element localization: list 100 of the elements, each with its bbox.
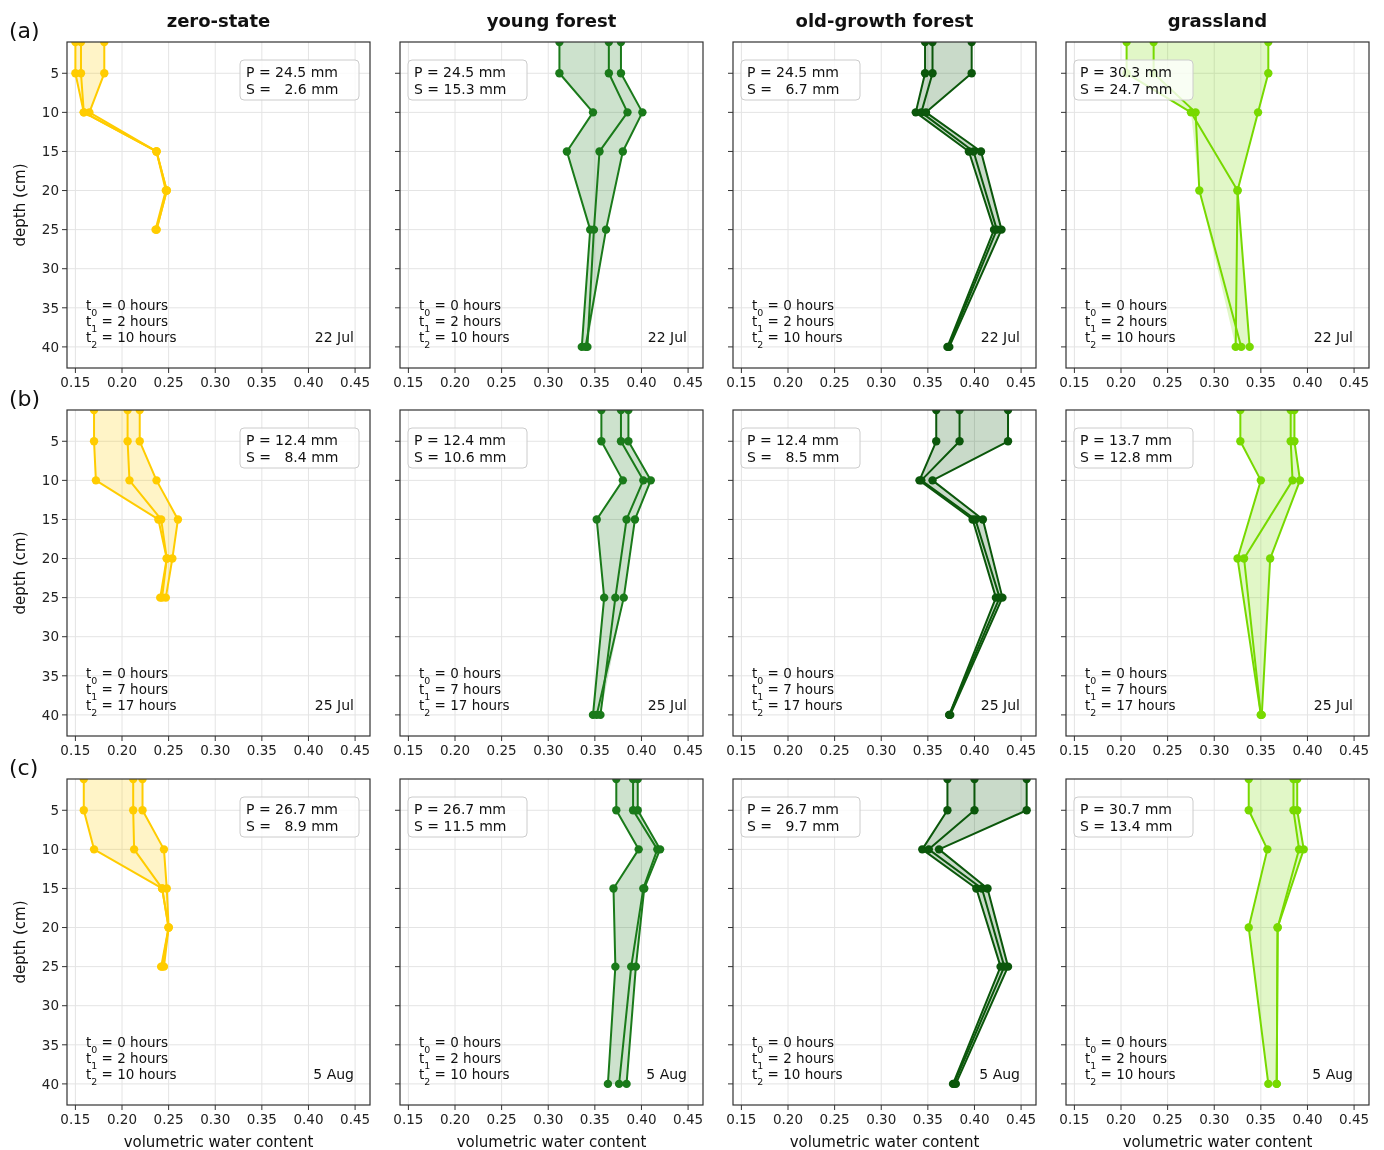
x-tick-label: 0.30 [533, 742, 564, 758]
x-tick-label: 0.20 [1105, 1111, 1137, 1127]
x-tick-label: 0.30 [200, 374, 231, 390]
annotation: 25 Jul [980, 697, 1020, 713]
x-tick-label: 0.40 [626, 374, 657, 390]
chart-title: zero-state [166, 10, 271, 31]
y-tick-label: 25 [41, 958, 59, 975]
x-tick-label: 0.40 [1292, 1111, 1323, 1127]
annotation: P = 12.4 mm [747, 432, 839, 448]
x-tick-label: 0.25 [1152, 374, 1183, 390]
x-tick-label: 0.35 [1245, 374, 1276, 390]
y-tick-label: 30 [41, 997, 59, 1014]
x-tick-label: 0.45 [1339, 742, 1370, 758]
y-axis-title: depth (cm) [11, 900, 29, 984]
annotation: P = 12.4 mm [414, 432, 506, 448]
annotation: S = 6.7 mm [747, 81, 840, 97]
annotation: S = 8.9 mm [246, 818, 339, 834]
annotation: P = 24.5 mm [414, 64, 506, 80]
x-tick-label: 0.45 [673, 1111, 704, 1127]
x-tick-label: 0.40 [959, 742, 990, 758]
annotation: S = 2.6 mm [246, 81, 339, 97]
x-tick-label: 0.20 [106, 374, 138, 390]
x-tick-label: 0.25 [153, 742, 184, 758]
x-tick-label: 0.15 [60, 374, 91, 390]
annotation: P = 24.5 mm [246, 64, 338, 80]
x-tick-label: 0.35 [246, 374, 277, 390]
x-axis-title: volumetric water content [456, 1133, 647, 1150]
x-tick-label: 0.15 [60, 1111, 91, 1127]
x-tick-label: 0.25 [819, 742, 850, 758]
x-tick-label: 0.20 [772, 742, 804, 758]
x-tick-label: 0.15 [60, 742, 91, 758]
annotation: 22 Jul [980, 329, 1020, 345]
chart-title: young forest [486, 10, 617, 31]
y-tick-label: 10 [41, 104, 59, 121]
x-tick-label: 0.25 [819, 374, 850, 390]
text: (c) [9, 755, 39, 780]
text: (b) [9, 386, 41, 411]
x-tick-label: 0.20 [439, 742, 471, 758]
x-tick-label: 0.45 [340, 374, 371, 390]
annotation: S = 24.7 mm [1080, 81, 1173, 97]
x-tick-label: 0.45 [1006, 1111, 1037, 1127]
annotation: 25 Jul [1313, 697, 1353, 713]
annotation: 22 Jul [1313, 329, 1353, 345]
y-tick-label: 35 [41, 1036, 59, 1053]
x-axis-title: volumetric water content [123, 1133, 314, 1150]
x-tick-label: 0.45 [673, 374, 704, 390]
annotation: S = 13.4 mm [1080, 818, 1173, 834]
x-tick-label: 0.35 [912, 374, 943, 390]
annotation: S = 9.7 mm [747, 818, 840, 834]
annotation: 22 Jul [314, 329, 354, 345]
x-tick-label: 0.35 [912, 742, 943, 758]
y-tick-label: 40 [41, 338, 59, 355]
x-tick-label: 0.15 [393, 374, 424, 390]
y-tick-label: 20 [41, 182, 59, 199]
y-tick-label: 40 [41, 1075, 59, 1092]
y-tick-label: 10 [41, 841, 59, 858]
x-tick-label: 0.20 [1105, 742, 1137, 758]
y-tick-label: 5 [50, 65, 59, 81]
x-tick-label: 0.20 [772, 374, 804, 390]
x-tick-label: 0.30 [1199, 1111, 1230, 1127]
x-tick-label: 0.35 [912, 1111, 943, 1127]
annotation: S = 8.4 mm [246, 449, 339, 465]
chart-title: grassland [1167, 10, 1268, 31]
x-tick-label: 0.20 [1105, 374, 1137, 390]
x-tick-label: 0.15 [1059, 374, 1090, 390]
x-axis-title: volumetric water content [789, 1133, 980, 1150]
x-tick-label: 0.45 [1339, 374, 1370, 390]
annotation: P = 13.7 mm [1080, 432, 1172, 448]
x-tick-label: 0.40 [1292, 374, 1323, 390]
x-tick-label: 0.30 [533, 1111, 564, 1127]
annotation: S = 8.5 mm [747, 449, 840, 465]
y-tick-label: 15 [41, 880, 59, 897]
y-tick-label: 10 [41, 472, 59, 489]
x-tick-label: 0.35 [579, 374, 610, 390]
y-tick-label: 40 [41, 706, 59, 723]
annotation: 5 Aug [313, 1066, 354, 1082]
x-tick-label: 0.25 [486, 742, 517, 758]
x-tick-label: 0.30 [200, 742, 231, 758]
x-tick-label: 0.45 [340, 1111, 371, 1127]
y-tick-label: 35 [41, 667, 59, 684]
x-tick-label: 0.15 [393, 1111, 424, 1127]
x-tick-label: 0.15 [726, 1111, 757, 1127]
annotation: P = 26.7 mm [246, 801, 338, 817]
x-tick-label: 0.30 [1199, 742, 1230, 758]
x-tick-label: 0.35 [1245, 742, 1276, 758]
x-tick-label: 0.35 [246, 1111, 277, 1127]
x-tick-label: 0.40 [626, 1111, 657, 1127]
y-tick-label: 15 [41, 511, 59, 528]
x-tick-label: 0.25 [819, 1111, 850, 1127]
annotation: P = 24.5 mm [747, 64, 839, 80]
x-tick-label: 0.25 [153, 1111, 184, 1127]
x-tick-label: 0.30 [866, 374, 897, 390]
x-tick-label: 0.40 [959, 374, 990, 390]
x-tick-label: 0.40 [293, 374, 324, 390]
annotation: 5 Aug [646, 1066, 687, 1082]
x-tick-label: 0.15 [726, 742, 757, 758]
x-tick-label: 0.40 [626, 742, 657, 758]
annotation: P = 26.7 mm [414, 801, 506, 817]
x-tick-label: 0.45 [673, 742, 704, 758]
x-tick-label: 0.25 [486, 374, 517, 390]
